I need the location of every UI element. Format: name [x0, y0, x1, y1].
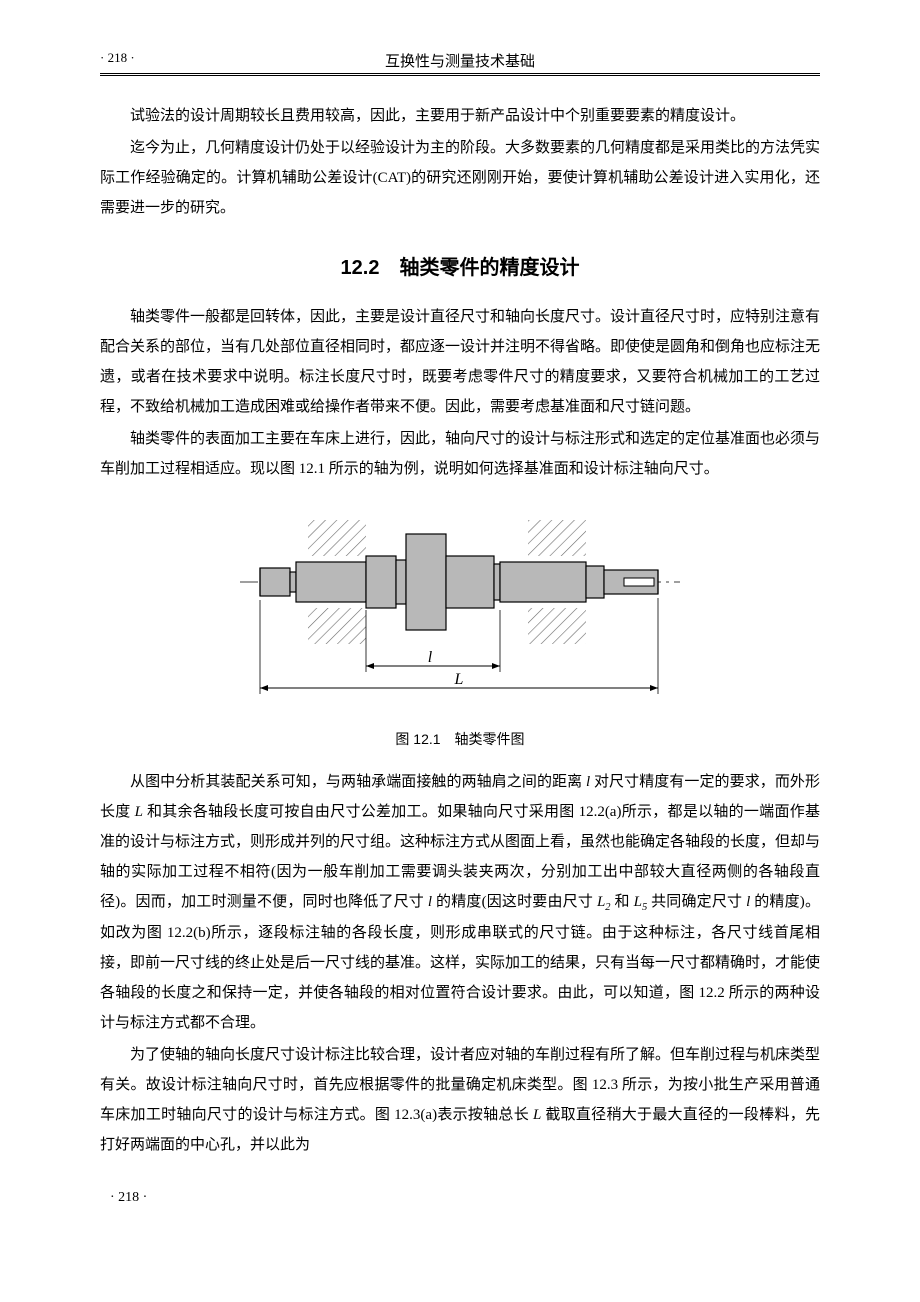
p5-text-6: 共同确定尺寸 — [647, 894, 746, 910]
paragraph-3: 轴类零件一般都是回转体，因此，主要是设计直径尺寸和轴向长度尺寸。设计直径尺寸时，… — [100, 302, 820, 422]
page-number-top: · 218 · — [100, 50, 135, 65]
paragraph-2: 迄今为止，几何精度设计仍处于以经验设计为主的阶段。大多数要素的几何精度都是采用类… — [100, 133, 820, 223]
book-title-header: 互换性与测量技术基础 — [385, 50, 535, 71]
p5-text-5: 和 — [611, 894, 634, 910]
page-footer: · 218 · — [100, 1190, 820, 1206]
p5-text-7: 的精度)。如改为图 12.2(b)所示，逐段标注轴的各段长度，则形成串联式的尺寸… — [100, 894, 820, 1031]
p5-var-5: L5 — [634, 894, 648, 910]
paragraph-5: 从图中分析其装配关系可知，与两轴承端面接触的两轴肩之间的距离 l 对尺寸精度有一… — [100, 767, 820, 1038]
dim-label-l: l — [428, 649, 433, 666]
figure-caption: 图 12.1 轴类零件图 — [100, 729, 820, 749]
section-title: 12.2 轴类零件的精度设计 — [100, 251, 820, 280]
paragraph-1: 试验法的设计周期较长且费用较高，因此，主要用于新产品设计中个别重要要素的精度设计… — [100, 101, 820, 131]
figure-12-1: l L — [100, 502, 820, 717]
page-header: · 218 · 互换性与测量技术基础 — [100, 50, 820, 76]
section-number: 12.2 — [341, 257, 380, 279]
section-heading: 轴类零件的精度设计 — [399, 257, 579, 279]
p5-var-2: L — [135, 804, 143, 820]
dim-label-big-l: L — [454, 671, 464, 688]
paragraph-4: 轴类零件的表面加工主要在车床上进行，因此，轴向尺寸的设计与标注形式和选定的定位基… — [100, 424, 820, 484]
p5-text-4: 的精度(因这时要由尺寸 — [432, 894, 597, 910]
p5-var-4: L2 — [597, 894, 611, 910]
shaft-diagram-svg: l L — [230, 502, 690, 712]
paragraph-6: 为了使轴的轴向长度尺寸设计标注比较合理，设计者应对轴的车削过程有所了解。但车削过… — [100, 1040, 820, 1160]
p5-text-1: 从图中分析其装配关系可知，与两轴承端面接触的两轴肩之间的距离 — [130, 774, 586, 790]
